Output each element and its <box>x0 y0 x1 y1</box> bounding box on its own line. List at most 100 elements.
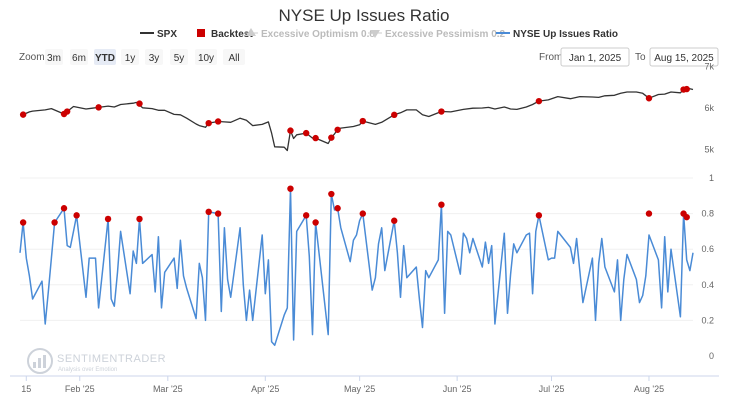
ratio-backtest-marker <box>214 210 222 217</box>
watermark-name: SENTIMENTRADER <box>57 353 166 365</box>
spx-backtest-marker <box>359 117 366 125</box>
spx-plot <box>19 85 694 152</box>
zoom-buttons: 3m 6m YTD 1y 3y 5y 10y All <box>45 49 245 65</box>
ratio-backtest-marker <box>391 217 398 224</box>
x-axis-tick-label: Mar '25 <box>153 384 183 394</box>
ratio-axis: 0 0.2 0.4 0.6 0.8 1 <box>20 173 714 361</box>
from-label: From <box>539 52 562 63</box>
zoom-button-6m[interactable]: 6m <box>70 49 88 65</box>
legend-label: Excessive Pessimism 0.2 <box>385 29 506 40</box>
spx-backtest-marker <box>535 97 543 105</box>
from-date-value: Jan 1, 2025 <box>569 53 622 64</box>
zoom-button-label: 6m <box>72 53 86 64</box>
spx-backtest-marker <box>438 108 445 115</box>
legend-label: Backtest <box>211 29 253 40</box>
spx-backtest-marker <box>328 134 335 141</box>
zoom-button-3m[interactable]: 3m <box>45 49 63 65</box>
zoom-button-3y[interactable]: 3y <box>145 49 163 65</box>
zoom-button-ytd[interactable]: YTD <box>94 49 116 65</box>
zoom-label: Zoom <box>19 52 45 63</box>
legend-triangle-down-icon <box>370 30 380 38</box>
ratio-backtest-marker <box>438 201 445 208</box>
ratio-plot <box>19 185 694 347</box>
spx-backtest-marker <box>136 100 143 107</box>
ratio-axis-tick: 0.6 <box>701 244 714 254</box>
legend-label: NYSE Up Issues Ratio <box>513 29 618 40</box>
ratio-backtest-marker <box>359 210 366 217</box>
spx-backtest-marker <box>287 127 294 134</box>
zoom-button-label: 10y <box>198 53 214 64</box>
spx-line <box>19 88 694 152</box>
legend-item-0[interactable]: SPX <box>140 29 177 40</box>
zoom-button-label: All <box>228 53 239 64</box>
legend-square-icon <box>197 29 205 37</box>
to-date-input[interactable]: Aug 15, 2025 <box>649 47 719 67</box>
legend-item-2[interactable]: Excessive Optimism 0.8 <box>244 28 375 40</box>
ratio-backtest-marker <box>334 205 341 212</box>
x-axis-tick-label: Apr '25 <box>251 384 279 394</box>
watermark-tagline: Analysis over Emotion <box>58 367 117 373</box>
spx-backtest-marker <box>391 111 398 119</box>
spx-backtest-marker <box>334 126 341 133</box>
spx-backtest-marker <box>683 85 690 93</box>
legend-label: Excessive Optimism 0.8 <box>261 29 375 40</box>
zoom-button-label: 5y <box>174 53 185 64</box>
ratio-backtest-marker <box>287 185 294 192</box>
ratio-backtest-marker <box>136 215 143 223</box>
spx-backtest-marker <box>645 95 653 102</box>
ratio-backtest-marker <box>51 219 58 226</box>
zoom-button-label: YTD <box>95 53 115 64</box>
ratio-backtest-marker <box>104 215 112 223</box>
watermark-logo-icon <box>27 348 53 374</box>
from-date-input[interactable]: Jan 1, 2025 <box>560 47 630 67</box>
spx-backtest-marker <box>302 129 310 137</box>
ratio-backtest-marker <box>328 190 335 198</box>
legend-item-4[interactable]: NYSE Up Issues Ratio <box>496 29 618 40</box>
spx-backtest-marker <box>214 118 222 125</box>
x-axis-tick-label: 15 <box>21 384 31 394</box>
zoom-button-label: 1y <box>125 53 136 64</box>
spx-backtest-marker <box>63 108 71 115</box>
zoom-button-all[interactable]: All <box>223 49 245 65</box>
ratio-backtest-marker <box>60 205 68 212</box>
legend-item-1[interactable]: Backtest <box>197 29 253 40</box>
zoom-button-5y[interactable]: 5y <box>170 49 188 65</box>
spx-backtest-marker <box>312 134 319 142</box>
ratio-backtest-marker <box>645 210 653 217</box>
legend-label: SPX <box>157 29 177 40</box>
ratio-axis-tick: 0.4 <box>701 280 714 290</box>
x-axis-tick-label: Jul '25 <box>539 384 565 394</box>
spx-axis-tick: 6k <box>704 103 714 113</box>
ratio-backtest-marker <box>535 212 543 219</box>
ratio-backtest-marker <box>312 219 319 226</box>
ratio-backtest-marker <box>683 213 690 221</box>
legend-triangle-up-icon <box>246 28 256 36</box>
x-axis-tick-label: May '25 <box>344 384 375 394</box>
ratio-backtest-marker <box>73 212 80 219</box>
x-axis: 15 Feb '25 Mar '25 Apr '25 May '25 Jun '25 Jul… <box>10 375 719 394</box>
to-date-value: Aug 15, 2025 <box>654 53 714 64</box>
to-label: To <box>635 52 646 63</box>
zoom-button-label: 3y <box>149 53 160 64</box>
zoom-button-1y[interactable]: 1y <box>121 49 139 65</box>
ratio-line <box>19 187 694 347</box>
x-axis-tick-label: Aug '25 <box>634 384 664 394</box>
ratio-backtest-marker <box>19 219 27 226</box>
chart-title: NYSE Up Issues Ratio <box>278 6 449 25</box>
spx-axis-tick: 7k <box>704 62 714 72</box>
ratio-axis-tick: 0.2 <box>701 315 714 325</box>
x-axis-tick-label: Jun '25 <box>443 384 472 394</box>
ratio-backtest-marker <box>205 208 212 216</box>
spx-backtest-marker <box>95 104 102 111</box>
watermark: SENTIMENTRADER Analysis over Emotion <box>27 348 166 374</box>
ratio-backtest-marker <box>302 212 310 219</box>
legend-item-3[interactable]: Excessive Pessimism 0.2 <box>368 29 506 40</box>
spx-backtest-marker <box>205 119 212 127</box>
ratio-axis-tick: 1 <box>709 173 714 183</box>
ratio-axis-tick: 0 <box>709 351 714 361</box>
x-axis-tick-label: Feb '25 <box>65 384 95 394</box>
legend: SPX Backtest Excessive Optimism 0.8 Excessi… <box>140 28 618 40</box>
zoom-button-10y[interactable]: 10y <box>195 49 217 65</box>
zoom-button-label: 3m <box>47 53 61 64</box>
